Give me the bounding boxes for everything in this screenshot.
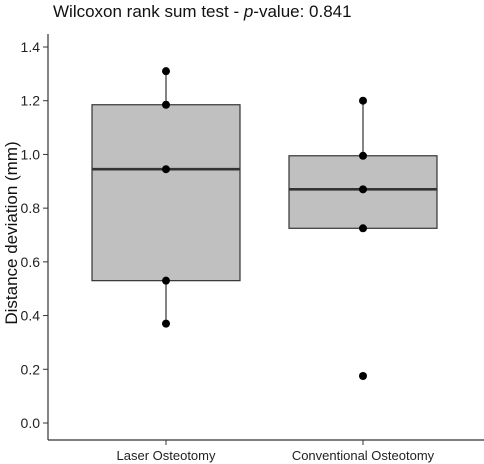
data-point <box>162 100 170 109</box>
title-suffix: -value: 0.841 <box>253 2 351 21</box>
x-tick-label: Conventional Osteotomy <box>292 448 435 463</box>
x-ticks: Laser Osteotomy Conventional Osteotomy <box>117 440 435 463</box>
y-tick-label: 1.0 <box>21 146 41 162</box>
y-tick-label: 0.4 <box>21 308 41 324</box>
title-prefix: Wilcoxon rank sum test - <box>53 2 244 21</box>
data-point <box>162 67 170 76</box>
data-point <box>359 224 367 233</box>
y-tick-label: 0.8 <box>21 200 41 216</box>
data-point <box>162 319 170 328</box>
data-point <box>162 276 170 285</box>
y-axis-label: Distance deviation (mm) <box>2 141 21 324</box>
data-point <box>359 151 367 160</box>
points-layer <box>162 67 367 380</box>
y-tick-label: 1.2 <box>21 93 41 109</box>
data-point <box>359 96 367 105</box>
chart-title: Wilcoxon rank sum test - p-value: 0.841 <box>53 2 352 21</box>
data-point <box>359 372 367 380</box>
data-point <box>162 165 170 174</box>
y-tick-label: 0.2 <box>21 361 41 377</box>
boxes-layer <box>91 71 438 324</box>
y-ticks: 0.0 0.2 0.4 0.6 0.8 1.0 1.2 1.4 <box>21 39 48 431</box>
y-tick-label: 1.4 <box>21 39 41 55</box>
y-tick-label: 0.0 <box>21 415 41 431</box>
data-point <box>359 185 367 194</box>
y-tick-label: 0.6 <box>21 254 41 270</box>
x-tick-label: Laser Osteotomy <box>117 448 216 463</box>
title-p-italic: p <box>243 2 253 21</box>
iqr-box <box>91 104 241 282</box>
